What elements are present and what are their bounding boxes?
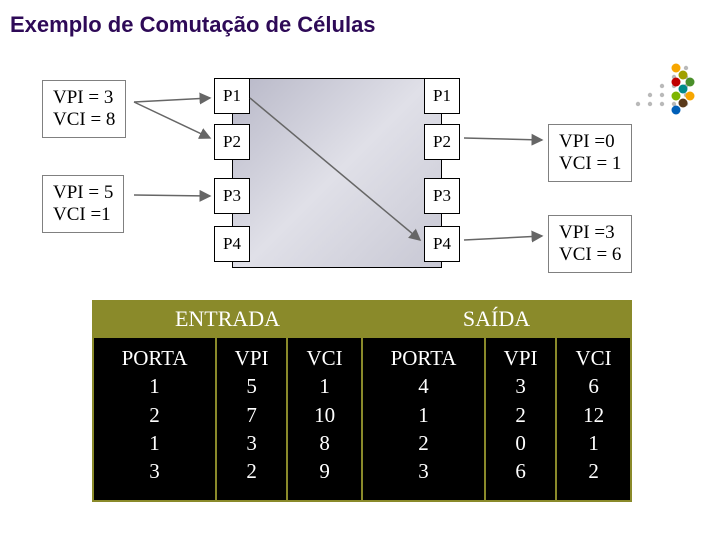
label-line: VCI = 6 <box>559 244 621 265</box>
label-line: VPI = 3 <box>53 87 113 108</box>
table-header-saida: SAÍDA <box>362 301 631 337</box>
label-line: VCI = 8 <box>53 109 115 130</box>
switch-fabric-box <box>232 78 442 268</box>
col-saida-vci: VCI 6 12 1 2 <box>556 337 631 501</box>
port-left-3: P3 <box>214 178 250 214</box>
port-left-2: P2 <box>214 124 250 160</box>
label-line: VCI = 1 <box>559 153 621 174</box>
label-line: VPI =0 <box>559 131 615 152</box>
port-right-1: P1 <box>424 78 460 114</box>
port-left-1: P1 <box>214 78 250 114</box>
input-cell-2: VPI = 5 VCI =1 <box>42 175 124 233</box>
port-right-3: P3 <box>424 178 460 214</box>
label-line: VCI =1 <box>53 204 111 225</box>
col-saida-vpi: VPI 3 2 0 6 <box>485 337 556 501</box>
port-right-4: P4 <box>424 226 460 262</box>
port-left-4: P4 <box>214 226 250 262</box>
table-header-entrada: ENTRADA <box>93 301 362 337</box>
slide-title: Exemplo de Comutação de Células <box>10 12 376 38</box>
col-entrada-porta: PORTA 1 2 1 3 <box>93 337 216 501</box>
translation-table: ENTRADA SAÍDA PORTA 1 2 1 3 VPI 5 7 3 2 … <box>92 300 632 502</box>
col-entrada-vci: VCI 1 10 8 9 <box>287 337 362 501</box>
output-cell-2: VPI =3 VCI = 6 <box>548 215 632 273</box>
port-right-2: P2 <box>424 124 460 160</box>
label-line: VPI = 5 <box>53 182 113 203</box>
label-line: VPI =3 <box>559 222 615 243</box>
col-saida-porta: PORTA 4 1 2 3 <box>362 337 485 501</box>
col-entrada-vpi: VPI 5 7 3 2 <box>216 337 287 501</box>
input-cell-1: VPI = 3 VCI = 8 <box>42 80 126 138</box>
output-cell-1: VPI =0 VCI = 1 <box>548 124 632 182</box>
